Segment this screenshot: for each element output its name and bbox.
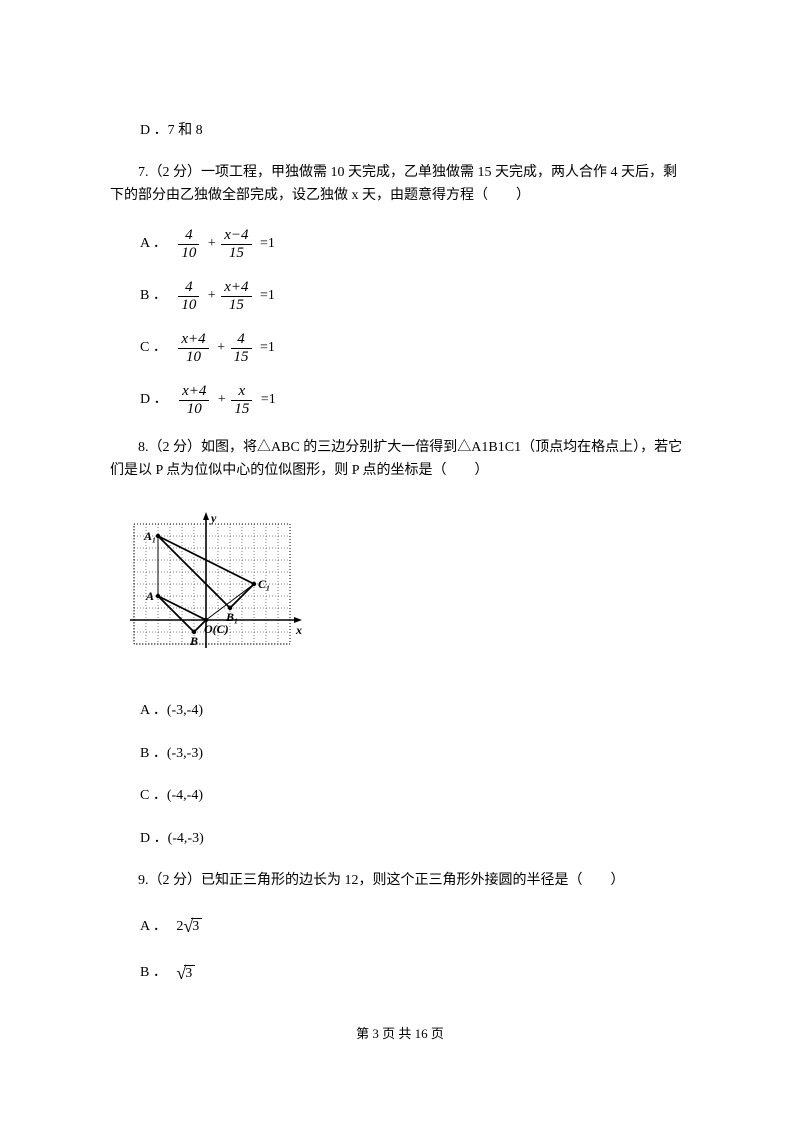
option-label: B ． (140, 962, 167, 984)
option-label: C ． (140, 337, 167, 359)
svg-text:x: x (295, 623, 302, 637)
equals-one: =1 (260, 233, 275, 255)
svg-text:B: B (189, 634, 198, 648)
fraction: 410 (178, 227, 199, 261)
equals-one: =1 (260, 285, 275, 307)
svg-text:A₁: A₁ (143, 529, 156, 543)
q7-body: 7.（2 分）一项工程，甲独做需 10 天完成，乙单独做需 15 天完成，两人合… (110, 162, 690, 207)
svg-text:y: y (209, 511, 217, 525)
q7-option-c: C ． x+410 + 415 =1 (140, 331, 690, 365)
plus: + (217, 337, 225, 359)
expr-sqrt3: √3 (176, 959, 195, 988)
page-footer: 第 3 页 共 16 页 (110, 1024, 690, 1045)
equals-one: =1 (261, 389, 276, 411)
q8-option-d: D ．(-4,-3) (140, 828, 690, 850)
fraction: x+415 (221, 279, 251, 313)
fraction: 410 (178, 279, 199, 313)
plus: + (208, 285, 216, 307)
svg-text:O(C): O(C) (204, 622, 229, 636)
q9-option-a: A ． 2√3 (140, 912, 690, 941)
q8-option-b: B ．(-3,-3) (140, 743, 690, 765)
svg-text:B₁: B₁ (225, 610, 238, 624)
page: D ．7 和 8 7.（2 分）一项工程，甲独做需 10 天完成，乙单独做需 1… (0, 0, 800, 1085)
svg-text:A: A (145, 589, 154, 603)
q6-option-d: D ．7 和 8 (140, 120, 690, 142)
svg-text:C₁: C₁ (258, 577, 270, 591)
equals-one: =1 (260, 337, 275, 359)
plus: + (218, 389, 226, 411)
option-label: A ． (140, 916, 167, 938)
q8-figure: y x O(C) A B A₁ B₁ C₁ (120, 502, 690, 680)
fraction: 415 (231, 331, 252, 365)
expr-2sqrt3: 2√3 (176, 912, 202, 941)
q9-option-b: B ． √3 (140, 959, 690, 988)
q8-body: 8.（2 分）如图，将△ABC 的三边分别扩大一倍得到△A1B1C1（顶点均在格… (110, 437, 690, 482)
q8-option-a: A ．(-3,-4) (140, 700, 690, 722)
grid-triangle-figure: y x O(C) A B A₁ B₁ C₁ (120, 502, 306, 672)
q8-option-c: C ．(-4,-4) (140, 785, 690, 807)
q7-option-b: B ． 410 + x+415 =1 (140, 279, 690, 313)
q9-body: 9.（2 分）已知正三角形的边长为 12，则这个正三角形外接圆的半径是（ ） (110, 870, 690, 892)
fraction: x15 (231, 383, 252, 417)
fraction: x−415 (221, 227, 251, 261)
option-label: A ． (140, 233, 167, 255)
fraction: x+410 (178, 331, 208, 365)
option-label: B ． (140, 285, 167, 307)
q7-option-a: A ． 410 + x−415 =1 (140, 227, 690, 261)
plus: + (208, 233, 216, 255)
q7-option-d: D ． x+410 + x15 =1 (140, 383, 690, 417)
fraction: x+410 (179, 383, 209, 417)
option-label: D ． (140, 389, 168, 411)
